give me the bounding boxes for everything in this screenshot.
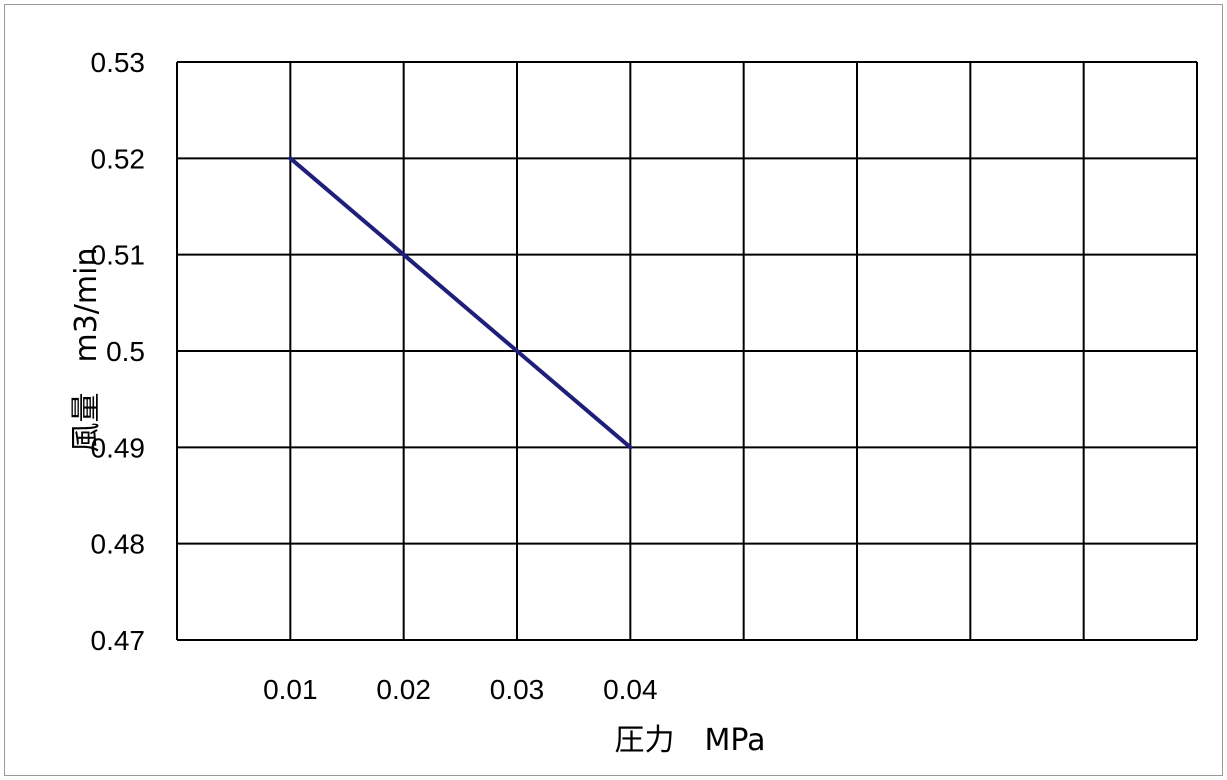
grid <box>176 61 1198 641</box>
data-point <box>401 252 406 257</box>
data-point <box>628 445 633 450</box>
x-tick-label: 0.04 <box>603 674 658 705</box>
y-tick-label: 0.51 <box>91 240 146 271</box>
x-tick-label: 0.02 <box>376 674 431 705</box>
y-tick-label: 0.53 <box>91 47 146 78</box>
data-point <box>515 349 519 353</box>
series-group <box>288 156 633 450</box>
y-tick-label: 0.5 <box>106 336 145 367</box>
y-axis-title: 風量 m3/min <box>69 248 104 453</box>
y-tick-label: 0.48 <box>91 529 146 560</box>
y-axis-tick-labels: 0.53 0.52 0.51 0.5 0.49 0.48 0.47 <box>91 47 146 656</box>
series-line <box>289 156 632 449</box>
x-tick-label: 0.03 <box>490 674 545 705</box>
x-axis-tick-labels: 0.01 0.02 0.03 0.04 <box>263 674 657 705</box>
x-tick-label: 0.01 <box>263 674 318 705</box>
data-point <box>288 156 293 161</box>
x-axis-title: 圧力 MPa <box>614 723 765 758</box>
y-tick-label: 0.47 <box>91 625 146 656</box>
y-tick-label: 0.52 <box>91 143 146 174</box>
chart-frame <box>4 4 1223 776</box>
y-tick-label: 0.49 <box>91 432 146 463</box>
